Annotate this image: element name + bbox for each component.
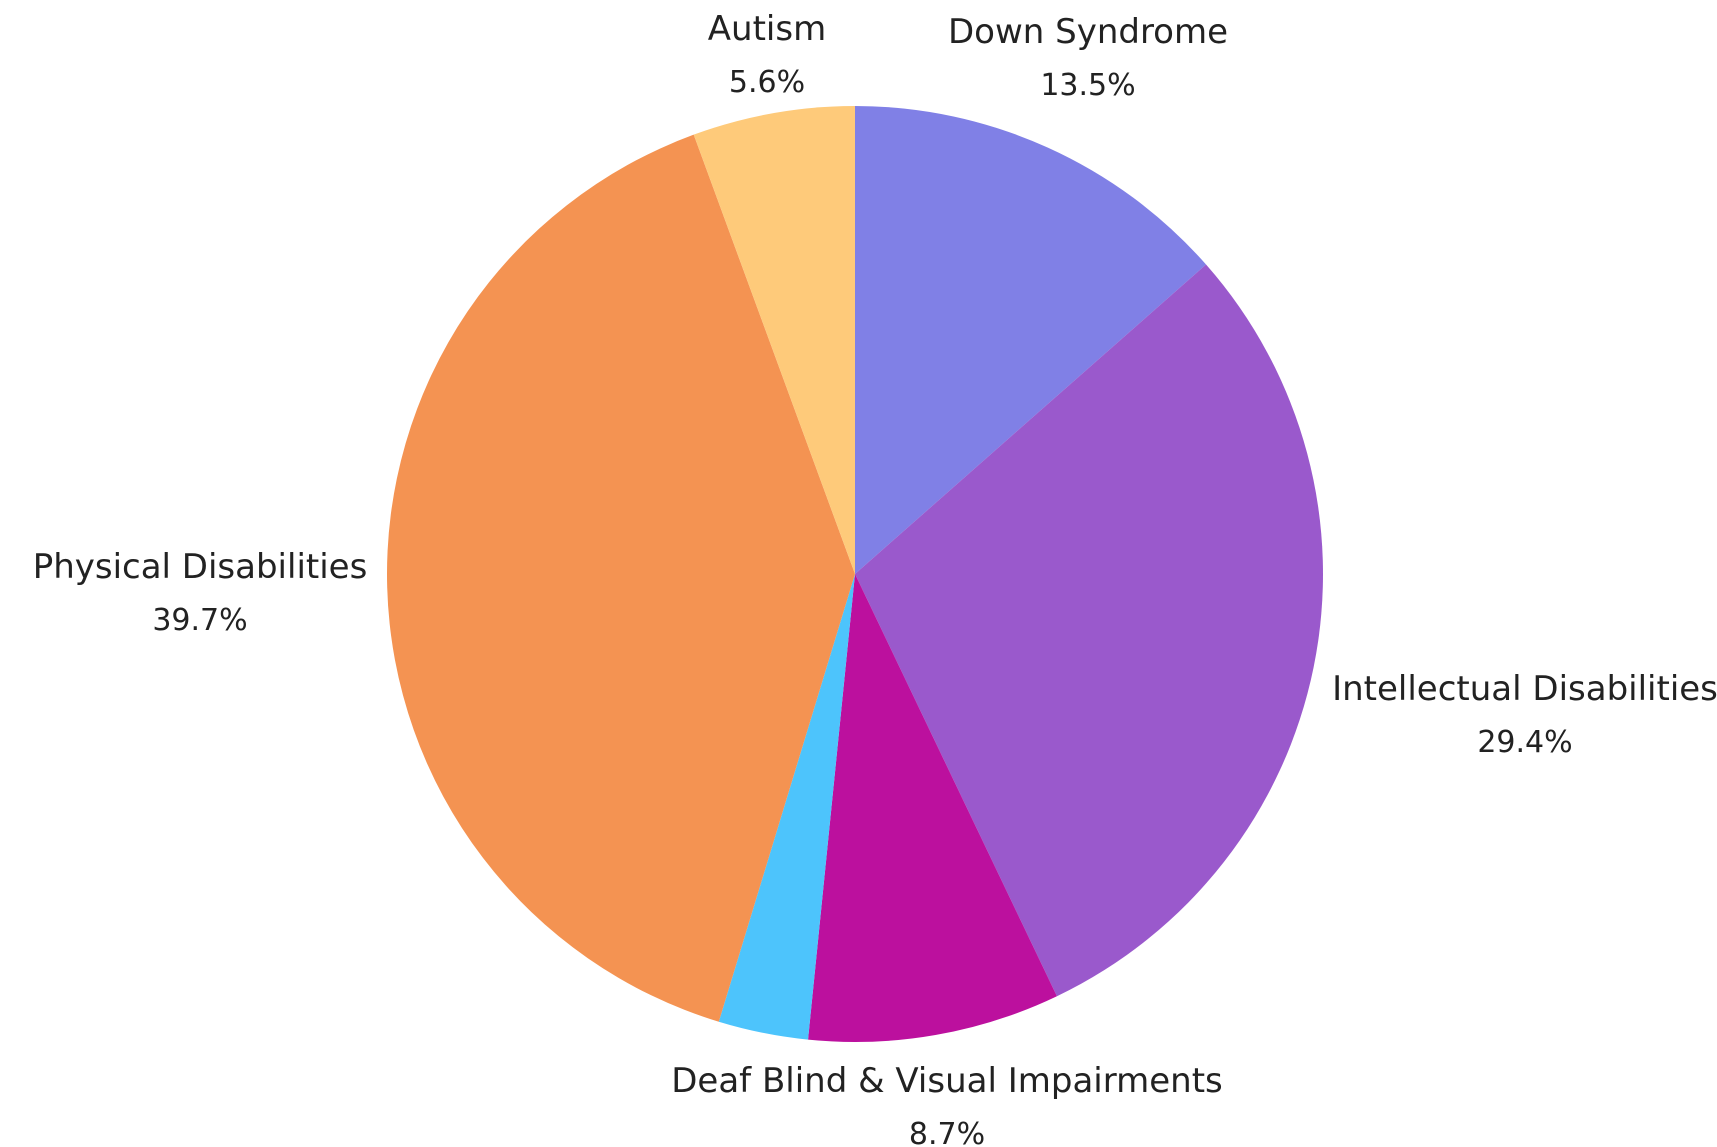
- pie-labels: Down Syndrome 13.5% Intellectual Disabilit…: [33, 9, 1717, 1147]
- pie-slice-intellectual-disabilities: [855, 264, 1323, 997]
- slice-percent-autism: 5.6%: [729, 65, 805, 100]
- pie-slice-deaf-blind-and-visual-impairments: [808, 574, 1057, 1043]
- slice-label-autism: Autism: [708, 9, 826, 49]
- pie-slices: [387, 106, 1323, 1043]
- pie-slice-physical-disabilities: [387, 134, 855, 1022]
- slice-percent-deaf-blind-and-visual-impairments: 8.7%: [909, 1117, 985, 1147]
- slice-percent-down-syndrome: 13.5%: [1040, 68, 1135, 103]
- slice-label-intellectual-disabilities: Intellectual Disabilities: [1332, 669, 1717, 709]
- pie-slice-down-syndrome: [855, 106, 1207, 574]
- slice-percent-intellectual-disabilities: 29.4%: [1477, 725, 1572, 760]
- pie-slice-unlabeled-3: [718, 574, 855, 1040]
- slice-percent-physical-disabilities: 39.7%: [152, 603, 247, 638]
- pie-slice-autism: [693, 106, 855, 574]
- slice-label-down-syndrome: Down Syndrome: [948, 12, 1228, 52]
- slice-label-physical-disabilities: Physical Disabilities: [33, 547, 368, 587]
- slice-label-deaf-blind-and-visual-impairments: Deaf Blind & Visual Impairments: [671, 1061, 1223, 1101]
